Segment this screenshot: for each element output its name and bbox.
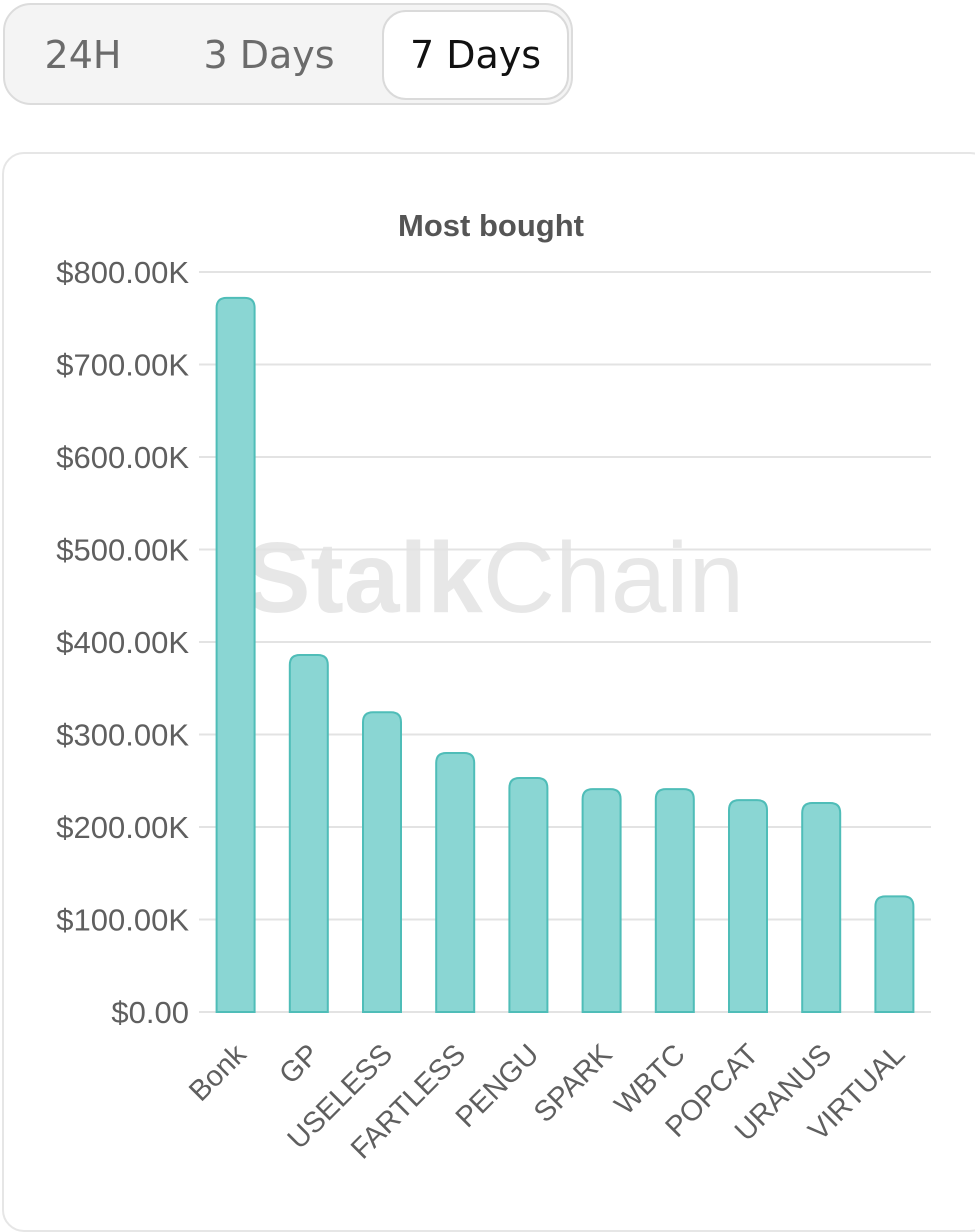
bar-pengu[interactable] — [508, 776, 549, 1013]
y-tick-label: $300.00K — [56, 718, 189, 753]
x-tick-label: GP — [273, 1038, 325, 1090]
y-tick-label: $800.00K — [56, 255, 189, 290]
bar-popcat[interactable] — [728, 799, 768, 1013]
bar-chart: Most bought StalkChain $0.00 $100.00K $200… — [56, 208, 931, 1166]
bar-useless[interactable] — [362, 711, 402, 1013]
x-tick-label: SPARK — [528, 1038, 619, 1129]
bar-bonk[interactable] — [215, 296, 256, 1013]
bars — [215, 296, 915, 1013]
y-tick-label: $700.00K — [56, 348, 189, 383]
x-tick-label: Bonk — [183, 1038, 253, 1108]
tab-3-days[interactable]: 3 Days — [203, 33, 335, 77]
bar-uranus[interactable] — [801, 801, 842, 1013]
bar-fartless[interactable] — [435, 752, 476, 1013]
y-tick-label: $600.00K — [56, 440, 189, 475]
watermark: StalkChain — [244, 522, 744, 634]
bar-virtual[interactable] — [874, 895, 915, 1013]
watermark-part-2: Chain — [483, 522, 744, 634]
y-tick-label: $200.00K — [56, 810, 189, 845]
y-axis-tick-labels: $0.00 $100.00K $200.00K $300.00K $400.00K $50… — [56, 255, 189, 1030]
bar-wbtc[interactable] — [654, 788, 695, 1013]
y-tick-label: $500.00K — [56, 533, 189, 568]
chart-card: Most bought StalkChain $0.00 $100.00K $200… — [2, 152, 975, 1232]
bar-spark[interactable] — [581, 788, 622, 1013]
x-axis-tick-labels: Bonk GPUSELESSFARTLESSPENGUSPARKWBTCPOPCA… — [183, 1038, 911, 1166]
tab-7-days[interactable]: 7 Days — [382, 10, 569, 100]
y-tick-label: $400.00K — [56, 625, 189, 660]
y-tick-label: $100.00K — [56, 903, 189, 938]
svg-text:StalkChain: StalkChain — [244, 522, 744, 634]
y-tick-label: $0.00 — [111, 995, 189, 1030]
bar-gp[interactable] — [288, 653, 329, 1013]
chart-title: Most bought — [398, 208, 584, 243]
tab-24h[interactable]: 24H — [44, 33, 122, 77]
time-range-tabs: 24H 3 Days 7 Days — [3, 3, 573, 105]
watermark-part-1: Stalk — [244, 522, 483, 634]
x-tick-label: PENGU — [450, 1038, 546, 1134]
